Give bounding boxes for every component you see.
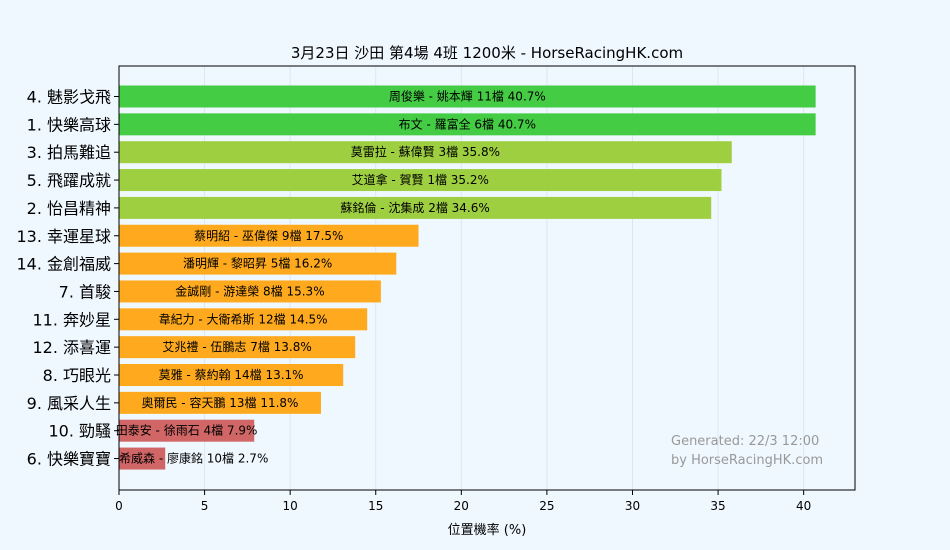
category-label: 14. 金創福威: [16, 255, 111, 274]
bar: [119, 280, 381, 303]
category-label: 10. 勁騷: [48, 422, 111, 441]
category-label: 5. 飛躍成就: [27, 171, 111, 190]
bar-data-label: 艾道拿 - 賀賢 1檔 35.2%: [352, 172, 489, 187]
bar-data-label: 潘明輝 - 黎昭昇 5檔 16.2%: [183, 257, 332, 271]
bar: [119, 336, 356, 359]
x-tick-label: 30: [625, 499, 640, 513]
category-label: 9. 風采人生: [27, 394, 111, 413]
bar: [119, 224, 419, 247]
x-axis-ticks: 0 5 10 15 20 25 30 35 40: [115, 490, 811, 513]
bar-data-label: 田泰安 - 徐雨石 4檔 7.9%: [116, 423, 258, 438]
x-tick-label: 15: [368, 499, 383, 513]
watermark-line-2: by HorseRacingHK.com: [671, 453, 823, 468]
bar-labels-group: 周俊樂 - 姚本輝 11檔 40.7% 布文 - 羅富全 6檔 40.7% 莫雷拉 …: [116, 89, 546, 466]
category-labels-group: 4. 魅影戈飛 1. 快樂高球 3. 拍馬難追 5. 飛躍成就 2. 怡昌精神 13. 幸…: [16, 88, 119, 469]
category-label: 3. 拍馬難追: [27, 143, 111, 162]
x-axis-label: 位置機率 (%): [448, 522, 527, 538]
category-label: 2. 怡昌精神: [27, 199, 111, 218]
bar-data-label: 希威森 - 廖康銘 10檔 2.7%: [119, 451, 268, 466]
category-label: 4. 魅影戈飛: [27, 88, 111, 107]
bar: [119, 196, 712, 219]
bar: [119, 391, 321, 414]
bar: [119, 419, 255, 442]
x-tick-label: 0: [115, 499, 123, 513]
x-tick-label: 10: [283, 499, 298, 513]
bar-data-label: 蔡明紹 - 巫偉傑 9檔 17.5%: [194, 229, 343, 243]
x-tick-label: 40: [796, 499, 811, 513]
category-label: 6. 快樂寶寶: [27, 450, 111, 469]
bar-data-label: 蘇銘倫 - 沈集成 2檔 34.6%: [340, 200, 489, 215]
chart-title: 3月23日 沙田 第4場 4班 1200米 - HorseRacingHK.co…: [291, 44, 683, 62]
bar: [119, 364, 344, 386]
plot-border: [118, 65, 856, 491]
x-tick-label: 35: [710, 499, 725, 513]
bar-data-label: 艾兆禮 - 伍鵬志 7檔 13.8%: [162, 340, 311, 354]
watermark-line-1: Generated: 22/3 12:00: [671, 434, 819, 449]
x-tick-label: 25: [539, 499, 554, 513]
x-tick-label: 20: [454, 499, 469, 513]
category-label: 1. 快樂高球: [27, 115, 111, 134]
bar: [119, 113, 816, 136]
bar: [119, 252, 397, 275]
bar: [119, 169, 722, 192]
x-tick-label: 5: [201, 499, 209, 513]
bar-data-label: 金誠剛 - 游達榮 8檔 15.3%: [175, 283, 324, 298]
category-label: 7. 首駿: [59, 282, 111, 301]
plot-area: [118, 65, 856, 491]
bar: [119, 308, 368, 331]
bar-data-label: 奧爾民 - 容天鵬 13檔 11.8%: [141, 395, 298, 410]
bar-data-label: 周俊樂 - 姚本輝 11檔 40.7%: [389, 89, 546, 104]
category-label: 11. 奔妙星: [32, 310, 111, 329]
bar-data-label: 莫雅 - 蔡約翰 14檔 13.1%: [159, 367, 304, 382]
bar-data-label: 莫雷拉 - 蘇偉賢 3檔 35.8%: [351, 144, 500, 159]
bar: [119, 85, 816, 108]
bar-data-label: 韋紀力 - 大衛希斯 12檔 14.5%: [159, 311, 328, 326]
category-label: 12. 添喜運: [32, 338, 111, 357]
bars-group: [119, 85, 816, 470]
bar: [119, 447, 166, 470]
category-label: 8. 巧眼光: [43, 366, 111, 385]
bar: [119, 141, 732, 164]
bar-data-label: 布文 - 羅富全 6檔 40.7%: [399, 116, 536, 131]
category-label: 13. 幸運星球: [16, 227, 111, 246]
